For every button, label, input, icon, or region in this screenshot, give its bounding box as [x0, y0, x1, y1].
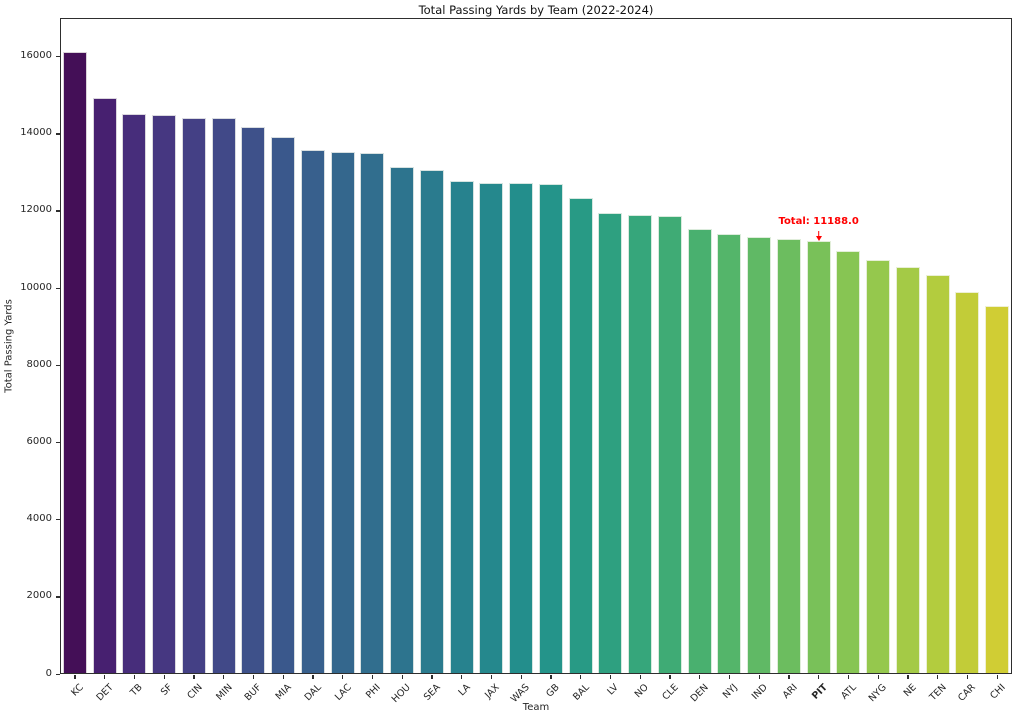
- x-tick-mark: [490, 675, 493, 679]
- x-axis-label: Team: [522, 702, 550, 713]
- bar-la: [449, 180, 474, 673]
- x-tick-mark: [282, 675, 284, 679]
- x-tick-mark: [371, 675, 374, 679]
- y-tick-mark: [56, 133, 60, 135]
- bar-buf: [241, 126, 266, 673]
- x-tick-mark: [728, 675, 731, 679]
- x-tick-mark: [312, 675, 314, 679]
- bar-jax: [479, 183, 504, 673]
- x-tick-mark: [74, 675, 76, 679]
- x-tick-mark: [431, 675, 433, 679]
- x-tick-mark: [550, 675, 552, 679]
- bar-gb: [538, 184, 563, 673]
- y-tick-label: 2000: [26, 590, 52, 602]
- x-tick-mark: [758, 675, 760, 679]
- bar-tb: [122, 113, 147, 673]
- bar-chi: [985, 305, 1010, 673]
- x-tick-mark: [104, 675, 106, 679]
- x-tick-mark: [401, 675, 403, 679]
- x-tick-mark: [461, 675, 463, 679]
- bar-nyj: [717, 233, 742, 673]
- x-tick-mark: [163, 675, 165, 679]
- x-tick-mark: [699, 675, 701, 679]
- y-tick-label: 10000: [20, 281, 52, 293]
- y-tick-label: 4000: [26, 513, 52, 525]
- bar-hou: [390, 167, 415, 673]
- bar-den: [687, 228, 712, 673]
- bar-cin: [181, 117, 206, 673]
- x-tick-mark: [223, 675, 225, 679]
- x-tick-mark: [937, 675, 939, 679]
- bar-cle: [657, 216, 682, 673]
- x-tick-mark: [639, 675, 641, 679]
- x-tick-mark: [847, 675, 850, 679]
- x-tick-mark: [252, 675, 255, 679]
- x-tick-mark: [609, 675, 612, 679]
- bar-pit: [806, 241, 831, 673]
- y-tick-label: 12000: [20, 204, 52, 216]
- bar-bal: [568, 197, 593, 673]
- bar-lac: [330, 152, 355, 673]
- plot-area: [60, 18, 1012, 674]
- x-tick-mark: [907, 675, 909, 679]
- y-tick-mark: [56, 210, 60, 212]
- x-tick-mark: [788, 675, 790, 679]
- bar-ten: [925, 275, 950, 673]
- bar-min: [211, 118, 236, 673]
- bar-was: [509, 183, 534, 673]
- bar-lv: [598, 213, 623, 673]
- y-tick-mark: [56, 673, 60, 675]
- x-tick-mark: [133, 675, 136, 679]
- bar-sea: [419, 169, 444, 673]
- x-tick-mark: [669, 675, 671, 679]
- bar-phi: [360, 152, 385, 673]
- bar-car: [955, 292, 980, 673]
- bar-atl: [836, 250, 861, 673]
- y-tick-label: 6000: [26, 435, 52, 447]
- y-tick-mark: [56, 287, 60, 289]
- x-tick-mark: [580, 675, 582, 679]
- bar-ind: [747, 236, 772, 673]
- bar-kc: [62, 52, 87, 673]
- bar-nyg: [866, 260, 891, 673]
- annotation-label: Total: 11188.0: [778, 216, 859, 228]
- x-tick-mark: [193, 675, 195, 679]
- y-tick-label: 14000: [20, 127, 52, 139]
- x-tick-mark: [520, 675, 522, 679]
- y-tick-label: 8000: [26, 358, 52, 370]
- y-tick-mark: [56, 519, 60, 521]
- bar-mia: [271, 137, 296, 673]
- bar-dal: [300, 149, 325, 673]
- y-tick-mark: [56, 56, 60, 58]
- bar-ne: [895, 266, 920, 673]
- bar-ari: [776, 238, 801, 673]
- y-tick-mark: [56, 364, 60, 367]
- x-tick-mark: [996, 675, 998, 679]
- annotation-arrow-icon: [815, 236, 822, 242]
- x-tick-mark: [966, 675, 969, 679]
- x-tick-mark: [342, 675, 344, 679]
- x-tick-mark: [877, 675, 879, 679]
- annotation-arrow-icon: [817, 231, 820, 237]
- y-tick-mark: [56, 441, 60, 444]
- y-tick-label: 16000: [20, 50, 52, 62]
- bar-det: [92, 98, 117, 673]
- y-tick-label: 0: [45, 667, 52, 679]
- y-tick-mark: [56, 596, 60, 598]
- x-tick-mark: [818, 675, 820, 679]
- bar-sf: [152, 115, 177, 673]
- chart-title: Total Passing Yards by Team (2022-2024): [418, 3, 654, 17]
- y-axis-label: Total Passing Yards: [3, 299, 15, 393]
- bar-no: [628, 214, 653, 673]
